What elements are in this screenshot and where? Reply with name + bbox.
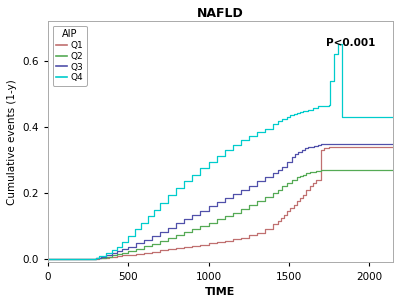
Legend: Q1, Q2, Q3, Q4: Q1, Q2, Q3, Q4 — [52, 26, 87, 86]
X-axis label: TIME: TIME — [205, 287, 236, 297]
Y-axis label: Cumulative events (1-y): Cumulative events (1-y) — [7, 79, 17, 205]
Text: P<0.001: P<0.001 — [326, 38, 376, 48]
Title: NAFLD: NAFLD — [197, 7, 244, 20]
